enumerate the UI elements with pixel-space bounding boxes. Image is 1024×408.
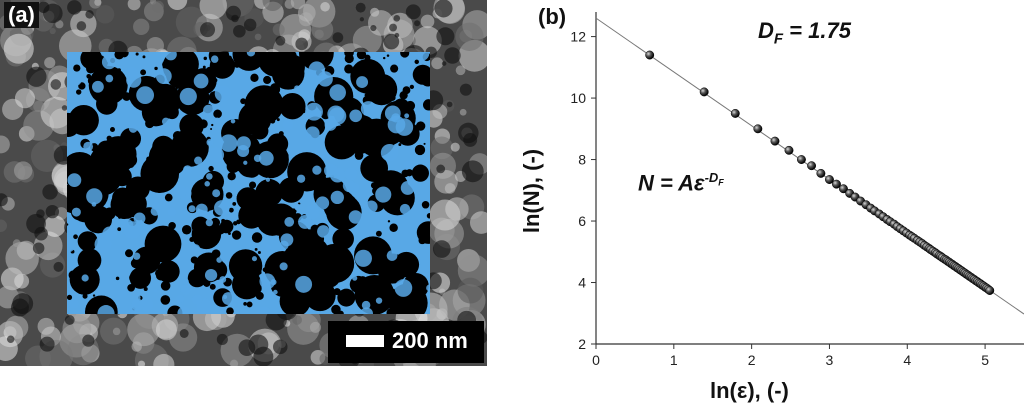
fractal-plot-panel: 0 1 2 3 4 5 2 4 6 8 10 12 (b) DF = 1.75 N = Aε-DF l… xyxy=(490,0,1024,408)
eq-exponent: -DF xyxy=(704,170,724,188)
df-symbol: D xyxy=(758,18,774,43)
panel-a-label: (a) xyxy=(4,2,39,28)
df-subscript: F xyxy=(773,30,784,48)
y-tick-label: 12 xyxy=(570,29,586,45)
eq-exp-subscript: F xyxy=(718,177,724,188)
data-point xyxy=(807,161,817,171)
data-point xyxy=(770,136,780,146)
x-tick-label: 2 xyxy=(748,352,756,368)
power-law-equation: N = Aε-DF xyxy=(638,170,724,196)
micrograph-image xyxy=(0,0,487,366)
x-tick-label: 5 xyxy=(981,352,989,368)
x-tick-label: 4 xyxy=(903,352,911,368)
y-tick-label: 6 xyxy=(578,213,586,229)
data-point xyxy=(753,124,763,134)
y-tick-label: 10 xyxy=(570,90,586,106)
data-point xyxy=(699,87,709,97)
data-point xyxy=(839,184,848,194)
fractal-dimension-annotation: DF = 1.75 xyxy=(758,18,851,47)
eq-exp-sign: - xyxy=(704,170,709,185)
data-point xyxy=(825,175,834,184)
eq-epsilon: ε xyxy=(694,170,705,196)
data-point xyxy=(816,168,826,178)
x-tick-label: 1 xyxy=(670,352,678,368)
scale-bar: 200 nm xyxy=(328,321,484,363)
scale-bar-text: 200 nm xyxy=(392,328,468,353)
df-value: = 1.75 xyxy=(783,18,851,43)
y-tick-label: 2 xyxy=(578,336,586,352)
eq-exp-symbol: D xyxy=(708,170,719,185)
data-point xyxy=(985,286,995,295)
data-point xyxy=(645,50,655,60)
scale-bar-line xyxy=(346,335,384,347)
y-axis-label: ln(N), (-) xyxy=(519,148,544,234)
data-point xyxy=(784,145,794,155)
data-point xyxy=(730,108,740,118)
y-tick-label: 4 xyxy=(578,275,586,291)
x-axis-label: ln(ε), (-) xyxy=(710,378,789,403)
data-point xyxy=(832,179,841,189)
eq-lhs: N = A xyxy=(638,170,695,196)
micrograph-panel: (a) 200 nm xyxy=(0,0,487,366)
x-tick-label: 0 xyxy=(592,352,600,368)
panel-b-label: (b) xyxy=(538,4,567,29)
y-tick-label: 8 xyxy=(578,152,586,168)
data-point xyxy=(796,155,806,165)
x-tick-label: 3 xyxy=(826,352,834,368)
